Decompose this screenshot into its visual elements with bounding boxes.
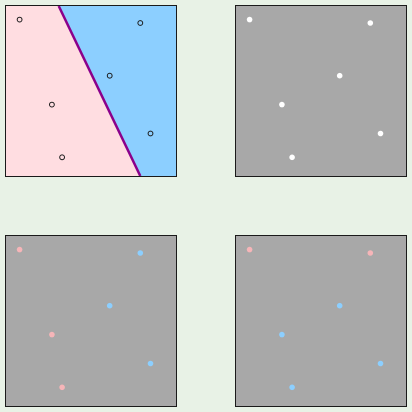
data-point[interactable] [59,384,65,391]
panel-background [236,6,406,176]
panel-unlabeled[interactable] [235,5,407,177]
data-point[interactable] [279,101,285,108]
data-point[interactable] [16,246,23,253]
data-point[interactable] [59,154,65,161]
data-point[interactable] [367,20,374,26]
data-point[interactable] [147,130,154,137]
data-point[interactable] [289,154,295,161]
panel-labeled-right[interactable] [235,235,407,407]
data-point[interactable] [246,16,253,23]
data-point[interactable] [279,331,285,338]
data-point[interactable] [49,331,55,338]
panel-background [6,236,176,406]
region-a [6,6,141,176]
data-point[interactable] [336,72,343,79]
panel-classified[interactable] [5,5,177,177]
data-point[interactable] [377,360,384,367]
data-point[interactable] [106,72,113,79]
panel-labeled-left-canvas [6,236,176,406]
data-point[interactable] [246,246,253,253]
data-point[interactable] [147,360,154,367]
data-point[interactable] [49,101,55,108]
data-point[interactable] [377,130,384,137]
data-point[interactable] [137,250,144,256]
data-point[interactable] [367,250,374,256]
panel-unlabeled-canvas [236,6,406,176]
data-point[interactable] [336,302,343,309]
data-point[interactable] [137,20,144,26]
data-point[interactable] [106,302,113,309]
panel-labeled-left[interactable] [5,235,177,407]
data-point[interactable] [16,16,23,23]
panel-classified-canvas [6,6,176,176]
data-point[interactable] [289,384,295,391]
panel-background [236,236,406,406]
decision-boundary-line [57,6,142,176]
panel-labeled-right-canvas [236,236,406,406]
